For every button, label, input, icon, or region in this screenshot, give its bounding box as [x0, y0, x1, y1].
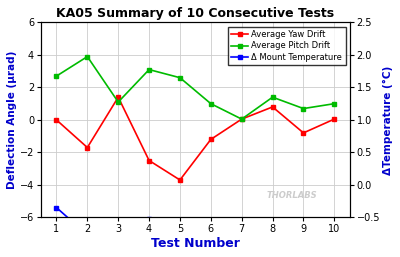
Average Yaw Drift: [116, 96, 121, 99]
Average Pitch Drift: [116, 100, 121, 104]
Average Yaw Drift: [178, 178, 182, 181]
Line: Average Pitch Drift: Average Pitch Drift: [54, 54, 337, 122]
Δ Mount Temperature: [178, 248, 182, 251]
Average Pitch Drift: [54, 75, 59, 78]
Line: Average Yaw Drift: Average Yaw Drift: [54, 95, 337, 182]
Average Pitch Drift: [147, 68, 152, 71]
Δ Mount Temperature: [208, 224, 213, 227]
Average Pitch Drift: [332, 102, 337, 105]
Δ Mount Temperature: [54, 206, 59, 209]
Δ Mount Temperature: [116, 218, 121, 222]
Average Pitch Drift: [85, 55, 90, 58]
Δ Mount Temperature: [85, 233, 90, 236]
Average Pitch Drift: [178, 76, 182, 79]
Average Yaw Drift: [301, 131, 306, 134]
Title: KA05 Summary of 10 Consecutive Tests: KA05 Summary of 10 Consecutive Tests: [56, 7, 334, 20]
Average Yaw Drift: [147, 159, 152, 162]
Δ Mount Temperature: [270, 224, 275, 227]
Text: THORLABS: THORLABS: [266, 191, 317, 200]
Average Yaw Drift: [239, 117, 244, 121]
Y-axis label: Deflection Angle (μrad): Deflection Angle (μrad): [7, 51, 17, 189]
Average Pitch Drift: [208, 102, 213, 105]
Δ Mount Temperature: [147, 217, 152, 220]
Average Pitch Drift: [301, 107, 306, 110]
Δ Mount Temperature: [301, 224, 306, 227]
Average Yaw Drift: [54, 118, 59, 122]
Legend: Average Yaw Drift, Average Pitch Drift, Δ Mount Temperature: Average Yaw Drift, Average Pitch Drift, …: [228, 27, 346, 65]
Average Pitch Drift: [270, 96, 275, 99]
Line: Δ Mount Temperature: Δ Mount Temperature: [54, 205, 337, 252]
Average Yaw Drift: [270, 105, 275, 108]
Average Yaw Drift: [85, 146, 90, 149]
Δ Mount Temperature: [239, 224, 244, 227]
Average Yaw Drift: [208, 138, 213, 141]
Δ Mount Temperature: [332, 224, 337, 227]
Average Pitch Drift: [239, 117, 244, 121]
Y-axis label: ΔTemperature (°C): ΔTemperature (°C): [383, 65, 393, 175]
Average Yaw Drift: [332, 117, 337, 121]
X-axis label: Test Number: Test Number: [151, 237, 240, 250]
